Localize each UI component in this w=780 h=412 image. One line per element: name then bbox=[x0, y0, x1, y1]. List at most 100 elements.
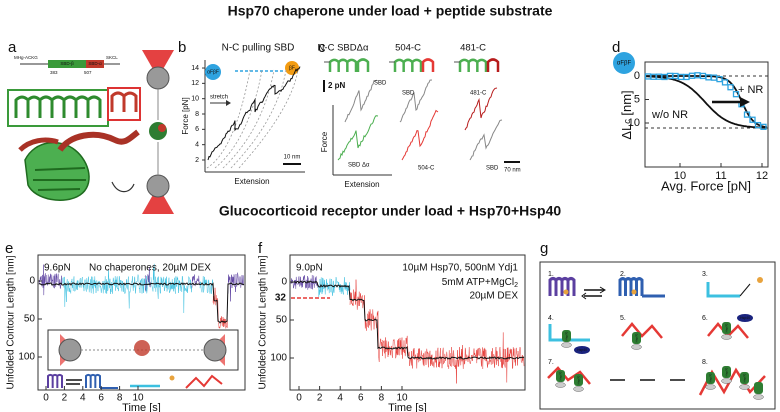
x-tick-label: 12 bbox=[756, 170, 768, 182]
label-part: c bbox=[622, 119, 632, 124]
shape bbox=[740, 97, 750, 107]
label: 481-C bbox=[460, 43, 486, 54]
x-tick-label: 6 bbox=[98, 393, 104, 404]
shape bbox=[66, 379, 82, 385]
shape bbox=[317, 277, 351, 297]
label: + NR bbox=[738, 84, 763, 96]
shape bbox=[548, 324, 590, 342]
panel-label: a bbox=[8, 39, 17, 56]
x-tick-label: 2 bbox=[62, 393, 68, 404]
panel-label: e bbox=[5, 240, 13, 257]
label: 9.6pN bbox=[44, 263, 71, 274]
hsp70-base bbox=[561, 342, 572, 348]
hsp70 bbox=[574, 374, 583, 386]
domain bbox=[48, 60, 86, 68]
hsp70 bbox=[562, 330, 571, 342]
data-square bbox=[716, 75, 723, 83]
label: N-C SBDΔα bbox=[318, 43, 369, 54]
label: Hsp70 bbox=[564, 331, 568, 340]
label: Hsp70 bbox=[724, 323, 728, 332]
y-tick-label: 10 bbox=[628, 117, 640, 129]
label: 383 bbox=[50, 70, 58, 75]
label-part: ΔL bbox=[619, 124, 634, 140]
panel-frame bbox=[539, 261, 776, 410]
data-square bbox=[743, 111, 751, 118]
shape bbox=[142, 186, 174, 214]
label-part: 5mM ATP+MgCl bbox=[442, 277, 514, 288]
shape bbox=[206, 69, 251, 169]
protein bbox=[158, 124, 166, 132]
label: 504-C bbox=[395, 43, 421, 54]
x-tick-label: 0 bbox=[296, 393, 302, 404]
shape bbox=[110, 91, 138, 112]
label: 5. bbox=[620, 315, 626, 322]
label: Time [s] bbox=[388, 402, 427, 412]
data-square bbox=[760, 123, 767, 130]
shape bbox=[38, 282, 245, 324]
label: 1. bbox=[548, 271, 554, 278]
line bbox=[739, 283, 751, 297]
shape bbox=[214, 69, 263, 169]
x-tick-label: 8 bbox=[379, 393, 385, 404]
hsp70-base bbox=[721, 378, 732, 384]
label: 507 bbox=[84, 70, 92, 75]
label: Hsp40 bbox=[577, 348, 587, 352]
label: 10 nm bbox=[284, 155, 301, 161]
label: 10µM Hsp70, 500nM Ydj1 bbox=[402, 263, 518, 274]
label: Hsp70 bbox=[558, 371, 562, 380]
shape bbox=[486, 58, 500, 72]
ligand bbox=[631, 289, 637, 295]
bead bbox=[146, 174, 170, 198]
label: Extension bbox=[344, 180, 379, 189]
shape bbox=[185, 374, 223, 389]
label: SBD-α bbox=[88, 61, 102, 66]
shape bbox=[393, 58, 423, 72]
plot-frame bbox=[289, 254, 526, 391]
shape bbox=[144, 267, 151, 292]
ligand bbox=[757, 277, 763, 283]
bead bbox=[203, 338, 227, 362]
label: SBD Δα bbox=[348, 163, 370, 169]
shape bbox=[548, 277, 576, 296]
x-tick-label: 11 bbox=[715, 170, 726, 182]
bead bbox=[58, 338, 82, 362]
shape bbox=[199, 276, 214, 294]
label: 20µM DEX bbox=[469, 291, 518, 302]
hsp70-base bbox=[753, 394, 764, 400]
y-tick-label: 0 bbox=[281, 277, 287, 288]
label: 7. bbox=[548, 359, 554, 366]
label: SBD-β bbox=[60, 61, 74, 66]
hsp70-base bbox=[555, 382, 566, 388]
badge bbox=[613, 52, 635, 74]
label: 8. bbox=[702, 359, 708, 366]
section-title: Glucocorticoid receptor under load + Hsp… bbox=[219, 203, 562, 219]
label: 2. bbox=[620, 271, 626, 278]
shape bbox=[47, 373, 63, 388]
panel-label: b bbox=[178, 39, 186, 56]
hsp70-base bbox=[721, 334, 732, 340]
label: 481-C bbox=[470, 91, 487, 97]
x-tick-label: 4 bbox=[337, 393, 343, 404]
label: Hsp70 bbox=[708, 373, 712, 382]
label: No chaperones, 20µM DEX bbox=[89, 263, 211, 274]
label: w/o NR bbox=[651, 109, 688, 121]
shape bbox=[18, 137, 59, 152]
label: Hsp40 bbox=[740, 316, 750, 320]
bead bbox=[146, 66, 170, 90]
shape bbox=[111, 181, 135, 193]
shape bbox=[150, 263, 193, 313]
x-tick-label: 10 bbox=[674, 170, 686, 182]
y-tick-label: 14 bbox=[191, 65, 199, 72]
shape bbox=[226, 100, 231, 106]
shape bbox=[33, 167, 86, 191]
plot-frame bbox=[644, 61, 769, 168]
label: αFβF bbox=[617, 61, 632, 67]
label: MHg-ACKG bbox=[14, 55, 38, 60]
y-axis-label: ΔLc [nm] bbox=[619, 90, 634, 139]
label: Time [s] bbox=[122, 402, 161, 412]
shape bbox=[230, 69, 287, 169]
hsp70-base bbox=[705, 384, 716, 390]
y-tick-label: 50 bbox=[276, 315, 288, 326]
y-tick-label: 8 bbox=[195, 111, 199, 118]
x-tick-label: 10 bbox=[132, 393, 144, 404]
